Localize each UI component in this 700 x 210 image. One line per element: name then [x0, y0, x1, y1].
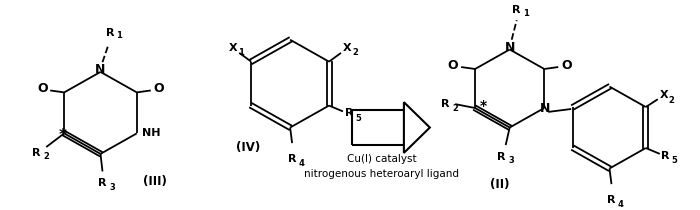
- Text: 1: 1: [116, 31, 122, 40]
- Text: R: R: [498, 152, 506, 162]
- Text: (III): (III): [144, 175, 167, 188]
- Text: 2: 2: [668, 96, 675, 105]
- Text: R: R: [662, 151, 670, 161]
- Text: X: X: [659, 90, 668, 100]
- Text: 4: 4: [298, 159, 304, 168]
- Text: R: R: [607, 195, 616, 205]
- Text: X: X: [343, 43, 351, 53]
- Text: 4: 4: [617, 200, 624, 209]
- Text: X: X: [229, 43, 237, 53]
- Text: (IV): (IV): [236, 140, 260, 154]
- Text: (II): (II): [490, 178, 510, 191]
- Text: N: N: [505, 41, 515, 54]
- Text: R: R: [288, 154, 296, 164]
- Text: 5: 5: [672, 156, 678, 165]
- Text: R: R: [106, 28, 115, 38]
- Text: O: O: [37, 82, 48, 95]
- Text: O: O: [448, 59, 458, 72]
- Text: 3: 3: [110, 182, 116, 192]
- Text: nitrogenous heteroaryl ligand: nitrogenous heteroaryl ligand: [304, 169, 459, 179]
- Text: 3: 3: [509, 156, 514, 165]
- Text: O: O: [153, 82, 164, 95]
- Text: R: R: [32, 148, 41, 158]
- Text: 1: 1: [238, 48, 244, 57]
- Text: 1: 1: [523, 9, 528, 18]
- Text: R: R: [98, 178, 106, 188]
- Text: O: O: [561, 59, 571, 72]
- Text: *: *: [58, 128, 66, 143]
- Text: R: R: [344, 108, 354, 118]
- Text: 2: 2: [43, 152, 49, 161]
- Text: 2: 2: [352, 48, 358, 57]
- Text: 2: 2: [452, 104, 458, 113]
- Text: Cu(I) catalyst: Cu(I) catalyst: [347, 154, 416, 164]
- Polygon shape: [404, 102, 430, 153]
- Text: R: R: [512, 5, 521, 16]
- Text: R: R: [441, 99, 449, 109]
- Text: N: N: [95, 63, 106, 76]
- Text: *: *: [480, 99, 486, 113]
- Text: N: N: [540, 102, 550, 116]
- Text: 5: 5: [355, 114, 361, 123]
- Text: NH: NH: [141, 128, 160, 138]
